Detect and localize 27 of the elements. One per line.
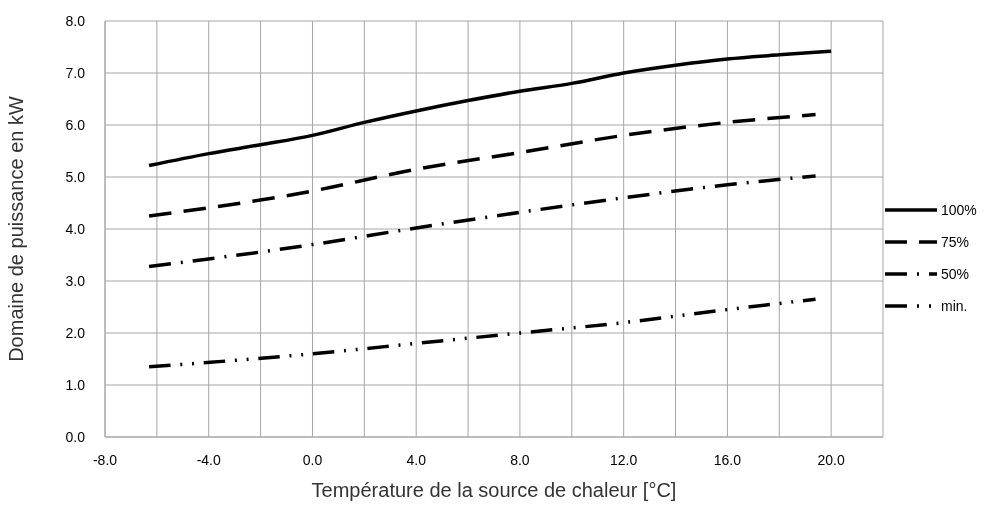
y-tick-label: 3.0 <box>65 272 86 289</box>
legend-label: 75% <box>941 233 970 250</box>
legend-label: min. <box>941 297 968 314</box>
x-tick-label: 4.0 <box>406 451 427 468</box>
line-series <box>147 112 818 218</box>
x-tick-label: 8.0 <box>510 451 530 468</box>
x-axis-title: Température de la source de chaleur [°C] <box>311 479 677 501</box>
y-tick-label: 8.0 <box>65 12 86 29</box>
line-series <box>147 297 818 369</box>
y-tick-label: 0.0 <box>65 428 86 445</box>
y-axis-title: Domaine de puissance en kW <box>5 96 28 362</box>
line-series <box>147 174 818 269</box>
legend-label: 100% <box>941 201 977 218</box>
x-tick-label: 20.0 <box>817 451 845 468</box>
x-tick-label: -4.0 <box>196 451 222 468</box>
y-tick-label: 6.0 <box>65 116 86 133</box>
y-tick-label: 1.0 <box>65 376 86 393</box>
x-tick-label: 0.0 <box>302 451 323 468</box>
y-tick-label: 2.0 <box>65 324 86 341</box>
legend-label: 50% <box>941 265 970 282</box>
x-tick-label: -8.0 <box>92 451 118 468</box>
x-tick-label: 12.0 <box>610 451 638 468</box>
y-tick-label: 5.0 <box>65 168 86 185</box>
y-tick-label: 4.0 <box>65 220 86 237</box>
y-tick-label: 7.0 <box>65 64 86 81</box>
line-series <box>147 49 833 168</box>
x-tick-label: 16.0 <box>713 451 742 468</box>
